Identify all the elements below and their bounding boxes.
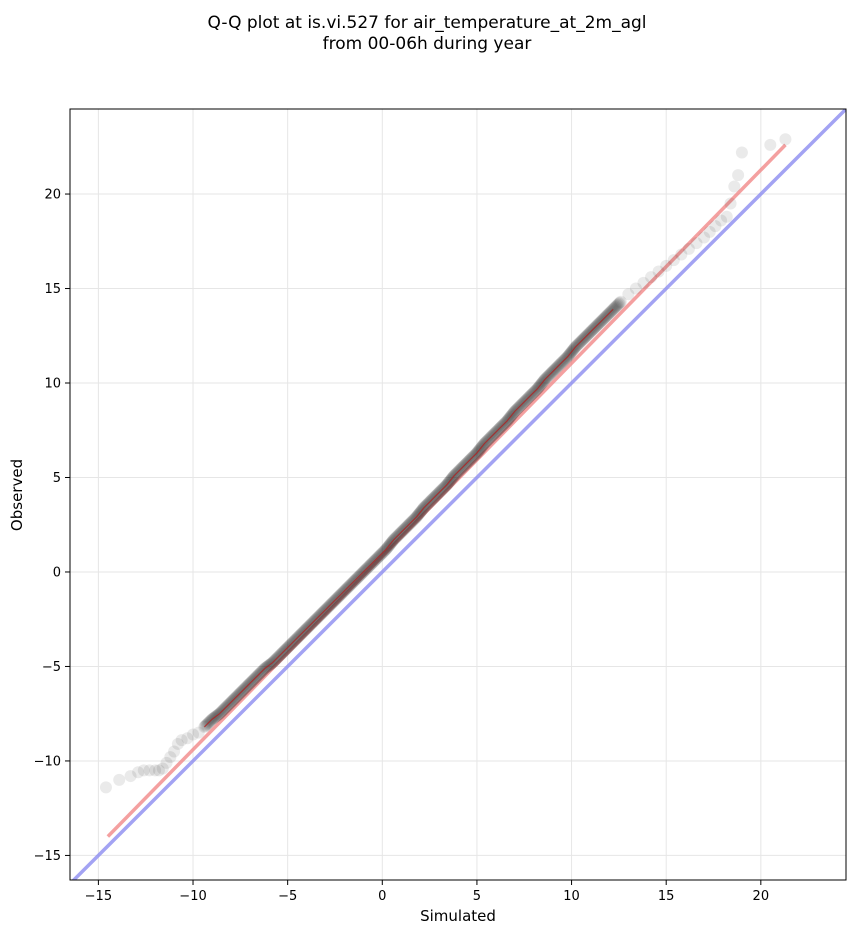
- data-point: [152, 764, 165, 777]
- data-point: [610, 299, 623, 312]
- data-point: [149, 764, 162, 777]
- data-point: [690, 237, 703, 250]
- data-point: [124, 770, 137, 783]
- data-point: [724, 197, 737, 210]
- fit-line: [106, 143, 787, 838]
- data-point: [622, 288, 635, 301]
- data-point: [175, 734, 188, 747]
- x-tick-label: 15: [658, 889, 675, 904]
- data-point: [675, 248, 688, 261]
- x-tick-label: −5: [278, 889, 297, 904]
- chart-title-line-2: from 00-06h during year: [322, 34, 532, 54]
- x-axis-label: Simulated: [420, 907, 496, 925]
- data-point: [728, 180, 741, 193]
- data-point: [645, 271, 658, 284]
- reference-lines: [71, 109, 846, 880]
- data-point: [720, 210, 733, 223]
- data-point: [164, 751, 177, 764]
- data-point: [171, 737, 184, 750]
- data-point: [156, 762, 169, 775]
- data-point: [764, 138, 777, 151]
- data-point: [735, 146, 748, 159]
- y-axis-label: Observed: [8, 459, 26, 531]
- data-point: [614, 295, 627, 308]
- data-point: [181, 732, 194, 745]
- axis-ticks: −15 −10 −5 0 5 10 15 20 −15 −10 −5 0 5 10 15 20: [34, 188, 770, 904]
- plot-frame: [69, 108, 847, 881]
- data-point: [113, 773, 126, 786]
- data-point: [637, 276, 650, 289]
- data-point: [168, 745, 181, 758]
- x-tick-label: 20: [753, 889, 770, 904]
- y-tick-label: 10: [44, 377, 61, 392]
- data-point: [187, 728, 200, 741]
- data-point: [667, 254, 680, 267]
- y-tick-label: 5: [53, 471, 61, 486]
- data-point: [715, 214, 728, 227]
- data-point: [192, 726, 205, 739]
- y-tick-label: 20: [44, 188, 61, 203]
- y-tick-label: −10: [34, 754, 61, 769]
- identity-line: [71, 109, 846, 880]
- y-tick-label: 0: [53, 565, 61, 580]
- data-point: [698, 231, 711, 244]
- data-point: [137, 764, 150, 777]
- data-point: [652, 265, 665, 278]
- y-tick-label: −15: [34, 849, 61, 864]
- x-tick-label: −15: [85, 889, 112, 904]
- data-point: [611, 298, 624, 311]
- y-tick-label: 15: [44, 282, 61, 297]
- data-point: [99, 781, 112, 794]
- data-point: [160, 756, 173, 769]
- data-point: [613, 296, 626, 309]
- data-point: [629, 282, 642, 295]
- y-tick-label: −5: [42, 660, 61, 675]
- data-point: [143, 764, 156, 777]
- data-point: [779, 133, 792, 146]
- data-point: [132, 766, 145, 779]
- data-point: [660, 259, 673, 272]
- fit-line-core: [203, 308, 614, 728]
- data-point: [709, 220, 722, 233]
- data-point: [703, 225, 716, 238]
- x-tick-label: 10: [563, 889, 580, 904]
- data-point: [682, 242, 695, 255]
- x-tick-label: 5: [473, 889, 481, 904]
- data-point: [612, 297, 625, 310]
- chart-title-line-1: Q-Q plot at is.vi.527 for air_temperatur…: [207, 13, 647, 33]
- data-points: [99, 133, 792, 794]
- data-point: [732, 169, 745, 182]
- x-tick-label: 0: [378, 889, 386, 904]
- x-tick-label: −10: [179, 889, 206, 904]
